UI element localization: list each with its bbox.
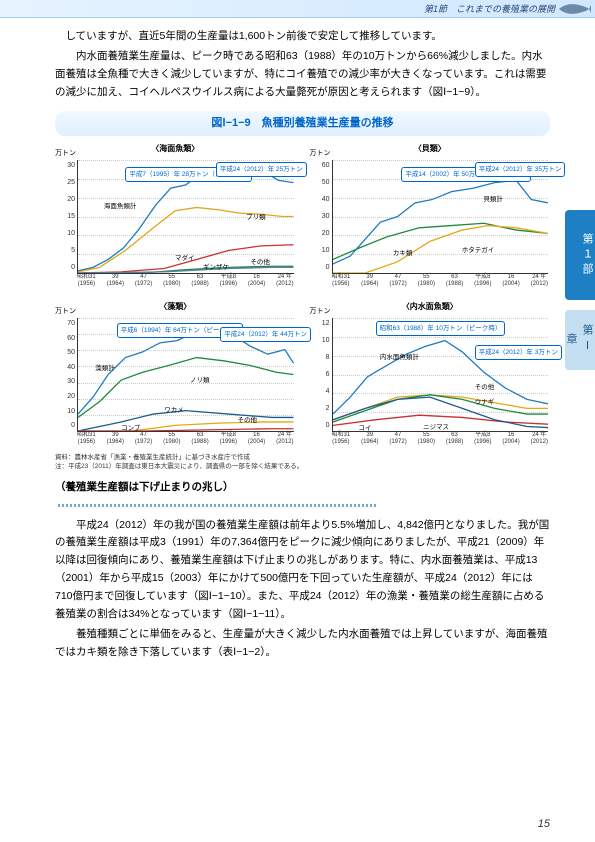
- body-paragraph: 内水面養殖業生産量は、ピーク時である昭和63（1988）年の10万トンから66%…: [55, 48, 550, 102]
- series-label: 貝類計: [483, 194, 503, 205]
- note-line: 資料：農林水産省「漁業・養殖業生産統計」に基づき水産庁で作成: [55, 454, 550, 462]
- side-tab-part1: 第１部: [565, 210, 595, 300]
- series-label: カキ類: [393, 248, 413, 259]
- x-axis: 昭和31(1956)39(1964)47(1972)55(1980)63(198…: [77, 432, 294, 450]
- plot-area: 昭和63（1988）年 10万トン（ピーク時）平成24（2012）年 3万トン内…: [332, 318, 549, 432]
- note-line: 注：平成23（2011）年調査は東日本大震災により、調査県の一部を除く結果である…: [55, 463, 550, 471]
- chart-title: 〈内水面魚類〉: [310, 300, 551, 314]
- y-axis-unit: 万トン: [55, 306, 76, 318]
- side-tab-chapter1: 第Ⅰ章: [565, 310, 595, 370]
- series-label: ウナギ: [475, 397, 495, 408]
- y-axis-unit: 万トン: [55, 148, 76, 160]
- plot-area: 平成14（2002）年 50万トン（ピーク時）平成24（2012）年 35万トン…: [332, 160, 549, 274]
- series-label: ギンザケ: [203, 262, 229, 273]
- chart-title: 〈貝類〉: [310, 142, 551, 156]
- series-label: 藻類計: [95, 363, 115, 374]
- series-label: ホタテガイ: [462, 245, 495, 256]
- figure-title: 図Ⅰ−1−9 魚種別養殖業生産量の推移: [55, 111, 550, 136]
- callout-bubble: 平成24（2012）年 3万トン: [475, 345, 562, 360]
- y-axis: 302520151050: [55, 160, 75, 274]
- x-axis: 昭和31(1956)39(1964)47(1972)55(1980)63(198…: [332, 432, 549, 450]
- chart-panel: 〈藻類〉万トン706050403020100平成6（1994）年 64万トン（ピ…: [55, 300, 296, 450]
- chart-panel: 〈海面魚類〉万トン302520151050平成7（1995）年 28万トン（ピー…: [55, 142, 296, 292]
- y-axis-unit: 万トン: [310, 306, 331, 318]
- series-label: ワカメ: [164, 405, 184, 416]
- callout-bubble: 平成24（2012）年 25万トン: [216, 162, 307, 177]
- chart-panel: 〈内水面魚類〉万トン121086420昭和63（1988）年 10万トン（ピーク…: [310, 300, 551, 450]
- chapter-header: 第1節 これまでの養殖業の展開: [0, 0, 595, 18]
- chart-title: 〈藻類〉: [55, 300, 296, 314]
- series-label: 内水面魚類計: [380, 352, 419, 363]
- series-label: ノリ類: [190, 375, 210, 386]
- fish-icon: [557, 2, 591, 16]
- page-number: 15: [538, 818, 550, 830]
- y-axis: 706050403020100: [55, 318, 75, 432]
- series-label: ブリ類: [246, 212, 266, 223]
- series-label: その他: [250, 257, 270, 268]
- x-axis: 昭和31(1956)39(1964)47(1972)55(1980)63(198…: [332, 274, 549, 292]
- y-axis: 121086420: [310, 318, 330, 432]
- plot-area: 平成7（1995）年 28万トン（ピーク時）平成24（2012）年 25万トン海…: [77, 160, 294, 274]
- chart-panel: 〈貝類〉万トン6050403020100平成14（2002）年 50万トン（ピー…: [310, 142, 551, 292]
- series-label: マダイ: [175, 253, 195, 264]
- plot-area: 平成6（1994）年 64万トン（ピーク時）平成24（2012）年 44万トン藻…: [77, 318, 294, 432]
- breadcrumb: 第1節 これまでの養殖業の展開: [424, 4, 555, 14]
- chart-grid: 〈海面魚類〉万トン302520151050平成7（1995）年 28万トン（ピー…: [55, 142, 550, 450]
- body-paragraph: していますが、直近5年間の生産量は1,600トン前後で安定して推移しています。: [55, 28, 550, 46]
- series-label: その他: [237, 415, 257, 426]
- body-paragraph: 平成24（2012）年の我が国の養殖業生産額は前年より5.5%増加し、4,842…: [55, 517, 550, 624]
- page-content: していますが、直近5年間の生産量は1,600トン前後で安定して推移しています。 …: [0, 18, 595, 661]
- subsection-heading: （養殖業生産額は下げ止まりの兆し）: [55, 479, 550, 515]
- figure-source-note: 資料：農林水産省「漁業・養殖業生産統計」に基づき水産庁で作成 注：平成23（20…: [55, 454, 550, 471]
- chart-title: 〈海面魚類〉: [55, 142, 296, 156]
- y-axis: 6050403020100: [310, 160, 330, 274]
- body-paragraph: 養殖種類ごとに単価をみると、生産量が大きく減少した内水面養殖では上昇していますが…: [55, 626, 550, 662]
- y-axis-unit: 万トン: [310, 148, 331, 160]
- series-label: 海面魚類計: [104, 201, 137, 212]
- callout-bubble: 昭和63（1988）年 10万トン（ピーク時）: [376, 321, 506, 336]
- x-axis: 昭和31(1956)39(1964)47(1972)55(1980)63(198…: [77, 274, 294, 292]
- callout-bubble: 平成24（2012）年 35万トン: [475, 162, 566, 177]
- series-label: その他: [475, 382, 495, 393]
- callout-bubble: 平成24（2012）年 44万トン: [220, 327, 311, 342]
